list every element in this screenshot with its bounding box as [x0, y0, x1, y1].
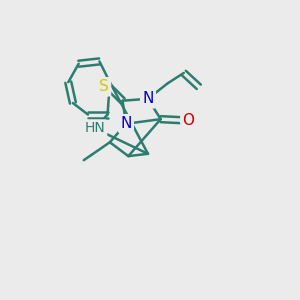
- Text: N: N: [120, 116, 132, 131]
- Text: HN: HN: [85, 122, 105, 135]
- Text: N: N: [142, 91, 154, 106]
- Text: O: O: [182, 113, 194, 128]
- Text: S: S: [99, 79, 109, 94]
